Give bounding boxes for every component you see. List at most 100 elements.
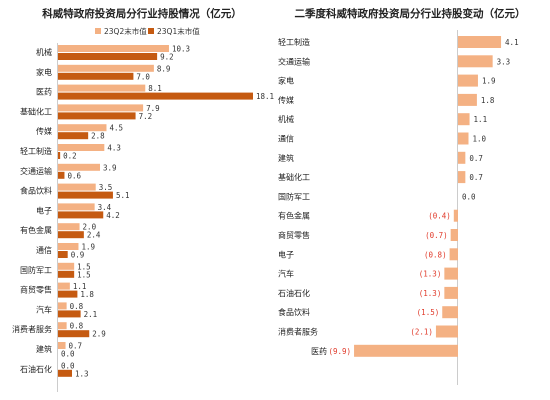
right-category-label: 有色金属 xyxy=(278,211,310,221)
left-category-label: 电子 xyxy=(36,205,52,215)
right-category-label: 家电 xyxy=(278,76,294,86)
right-value-label: 3.3 xyxy=(497,57,511,66)
right-category-label: 电子 xyxy=(278,249,294,259)
right-value-label: (0.8) xyxy=(424,250,447,259)
right-category-label: 基础化工 xyxy=(278,172,310,182)
left-value-label-q1: 2.8 xyxy=(91,132,105,141)
right-value-label: (1.3) xyxy=(419,289,442,298)
left-category-label: 家电 xyxy=(36,67,52,77)
right-bar xyxy=(458,93,477,106)
left-legend: 23Q2末市值 23Q1末市值 xyxy=(95,26,200,36)
left-bar-q1 xyxy=(58,132,89,140)
left-value-label-q1: 0.2 xyxy=(63,152,77,161)
legend-swatch-q2 xyxy=(95,28,101,34)
right-bars: 轻工制造 4.1 交通运输 3.3 家电 1.9 传媒 1.8 机械 1.1 通信 1.0 建筑 0.7 基… xyxy=(278,36,519,357)
left-value-label-q1: 1.5 xyxy=(77,270,91,279)
right-bar xyxy=(453,209,458,222)
left-category-label: 商贸零售 xyxy=(20,285,52,295)
left-category-label: 机械 xyxy=(36,47,52,57)
left-bar-q2 xyxy=(58,104,144,112)
left-value-label-q1: 4.2 xyxy=(106,211,120,220)
left-category-label: 国防军工 xyxy=(20,265,52,275)
right-category-label: 机械 xyxy=(278,114,294,124)
right-value-label: 0.0 xyxy=(462,192,476,201)
left-value-label-q2: 0.8 xyxy=(70,322,84,331)
right-category-label: 医药 xyxy=(311,346,327,356)
right-value-label: 1.0 xyxy=(473,135,487,144)
right-bar xyxy=(444,286,458,299)
right-value-label: (1.5) xyxy=(417,308,440,317)
left-value-label-q2: 2.0 xyxy=(83,223,97,232)
left-bar-q2 xyxy=(58,163,101,171)
right-bar xyxy=(450,229,458,241)
left-bar-q1 xyxy=(58,211,104,219)
left-chart-title: 科威特政府投资局分行业持股情况（亿元） xyxy=(42,7,242,20)
left-bar-q1 xyxy=(58,270,75,278)
left-bar-q2 xyxy=(58,203,95,211)
left-bar-q2 xyxy=(58,183,96,191)
right-category-label: 轻工制造 xyxy=(278,37,310,47)
left-bar-q2 xyxy=(58,322,67,330)
left-category-label: 基础化工 xyxy=(20,106,52,116)
right-category-label: 建筑 xyxy=(278,153,294,163)
right-bar xyxy=(354,344,458,357)
right-bar xyxy=(442,306,458,319)
legend-label-q1: 23Q1末市值 xyxy=(157,26,200,36)
left-bar-q2 xyxy=(58,64,154,72)
left-bar-q1 xyxy=(58,72,134,80)
left-value-label-q2: 3.5 xyxy=(99,183,113,192)
left-category-label: 有色金属 xyxy=(20,225,52,235)
left-bar-q2 xyxy=(58,342,66,349)
right-value-label: 1.1 xyxy=(474,115,488,124)
left-value-label-q1: 5.1 xyxy=(116,191,130,200)
right-category-label: 商贸零售 xyxy=(278,230,310,240)
legend-swatch-q1 xyxy=(148,28,154,34)
left-bar-q1 xyxy=(58,92,253,100)
left-category-label: 通信 xyxy=(36,245,52,255)
right-bar xyxy=(435,325,458,338)
left-bar-q1 xyxy=(58,191,113,199)
left-bar-q2 xyxy=(58,262,75,270)
left-value-label-q1: 2.9 xyxy=(92,330,106,339)
left-bar-q2 xyxy=(58,84,146,92)
left-bar-q1 xyxy=(58,53,158,60)
right-category-label: 消费者服务 xyxy=(278,327,318,337)
left-bar-q1 xyxy=(58,231,84,239)
left-category-label: 医药 xyxy=(36,87,52,97)
right-bar xyxy=(458,151,466,164)
left-bar-q1 xyxy=(58,112,136,120)
left-bar-q2 xyxy=(58,223,80,231)
right-bar xyxy=(458,74,478,87)
left-bar-q1 xyxy=(58,171,65,179)
left-value-label-q2: 0.0 xyxy=(61,361,75,370)
left-bar-q2 xyxy=(58,282,70,290)
left-value-label-q2: 7.9 xyxy=(146,104,160,113)
right-value-label: 0.7 xyxy=(469,173,483,182)
left-bar-q1 xyxy=(58,330,90,338)
right-bar xyxy=(458,171,466,184)
left-value-label-q1: 2.4 xyxy=(87,231,101,240)
left-bar-q2 xyxy=(58,124,107,132)
left-bar-q1 xyxy=(58,152,61,159)
left-category-label: 传媒 xyxy=(36,126,52,136)
left-value-label-q2: 8.9 xyxy=(157,64,171,73)
right-category-label: 食品饮料 xyxy=(278,307,310,317)
left-bar-q1 xyxy=(58,310,81,318)
right-value-label: (0.7) xyxy=(425,231,448,240)
right-value-label: (1.3) xyxy=(419,270,442,279)
left-value-label-q1: 0.6 xyxy=(67,171,81,180)
right-category-label: 国防军工 xyxy=(278,191,310,201)
left-value-label-q2: 10.3 xyxy=(172,45,190,54)
left-value-label-q2: 4.3 xyxy=(107,144,121,153)
left-value-label-q2: 4.5 xyxy=(109,124,123,133)
left-value-label-q2: 3.4 xyxy=(98,203,112,212)
left-value-label-q1: 0.9 xyxy=(71,251,85,260)
left-value-label-q2: 8.1 xyxy=(148,84,162,93)
right-value-label: (9.9) xyxy=(328,347,351,356)
left-value-label-q1: 9.2 xyxy=(160,53,174,62)
right-chart-title: 二季度科威特政府投资局分行业持股变动（亿元） xyxy=(295,7,526,20)
left-category-label: 石油石化 xyxy=(20,364,52,374)
right-value-label: 0.7 xyxy=(469,154,483,163)
left-bar-q2 xyxy=(58,45,169,52)
left-value-label-q1: 2.1 xyxy=(84,310,98,319)
